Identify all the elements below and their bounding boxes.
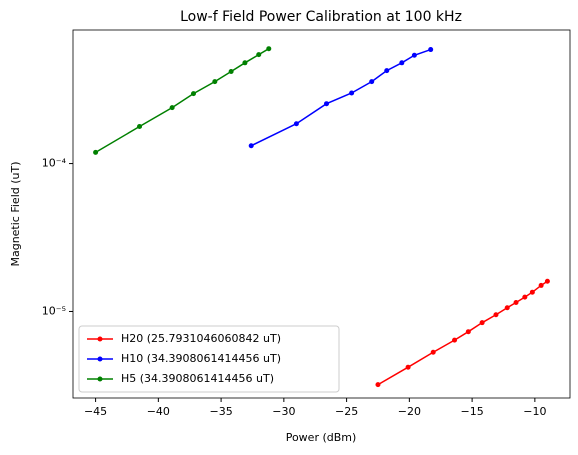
chart-title: Low-f Field Power Calibration at 100 kHz	[180, 9, 462, 25]
data-point	[522, 294, 528, 300]
data-point	[190, 91, 196, 97]
data-point	[324, 101, 330, 107]
x-tick-label: −35	[209, 405, 232, 418]
data-point	[169, 105, 175, 111]
legend-box	[78, 325, 340, 393]
data-point	[369, 79, 375, 85]
data-point	[544, 278, 550, 284]
legend-label: H20 (25.7931046060842 uT)	[121, 332, 281, 345]
data-point	[504, 305, 510, 311]
data-point	[479, 320, 485, 326]
legend-marker	[97, 376, 103, 382]
data-point	[405, 364, 411, 370]
legend-marker	[97, 336, 103, 342]
x-tick-label: −40	[147, 405, 170, 418]
data-point	[293, 121, 299, 127]
data-point	[411, 52, 417, 58]
data-point	[93, 149, 99, 155]
data-point	[256, 52, 262, 58]
data-point	[493, 312, 499, 318]
data-point	[228, 69, 234, 75]
plot-frame	[72, 29, 571, 399]
data-point	[242, 60, 248, 66]
data-point	[529, 289, 535, 295]
data-point	[465, 329, 471, 335]
data-point	[349, 90, 355, 96]
data-point	[384, 68, 390, 74]
y-tick-label: 10⁻⁴	[42, 157, 67, 170]
legend-marker	[97, 356, 103, 362]
data-point	[428, 47, 434, 53]
data-point	[513, 299, 519, 305]
data-point	[375, 382, 381, 388]
data-point	[430, 349, 436, 355]
x-tick-label: −45	[84, 405, 107, 418]
x-tick-label: −15	[460, 405, 483, 418]
x-tick-label: −25	[335, 405, 358, 418]
data-point	[452, 337, 458, 343]
series-line	[95, 48, 270, 154]
data-point	[248, 143, 254, 149]
data-point	[538, 282, 544, 288]
legend-label: H10 (34.3908061414456 uT)	[121, 352, 281, 365]
x-axis-label: Power (dBm)	[286, 431, 357, 444]
data-point	[212, 79, 218, 85]
data-point	[399, 60, 405, 66]
legend: H20 (25.7931046060842 uT) H10 (34.3908061…	[78, 325, 340, 393]
x-tick-label: −30	[272, 405, 295, 418]
data-point	[137, 124, 143, 130]
y-tick-label: 10⁻⁵	[42, 304, 66, 317]
legend-label: H5 (34.3908061414456 uT)	[121, 372, 274, 385]
x-tick-label: −10	[523, 405, 546, 418]
y-axis-label: Magnetic Field (uT)	[9, 161, 22, 266]
x-tick-label: −20	[398, 405, 421, 418]
data-point	[266, 46, 272, 52]
series-line	[377, 280, 548, 386]
